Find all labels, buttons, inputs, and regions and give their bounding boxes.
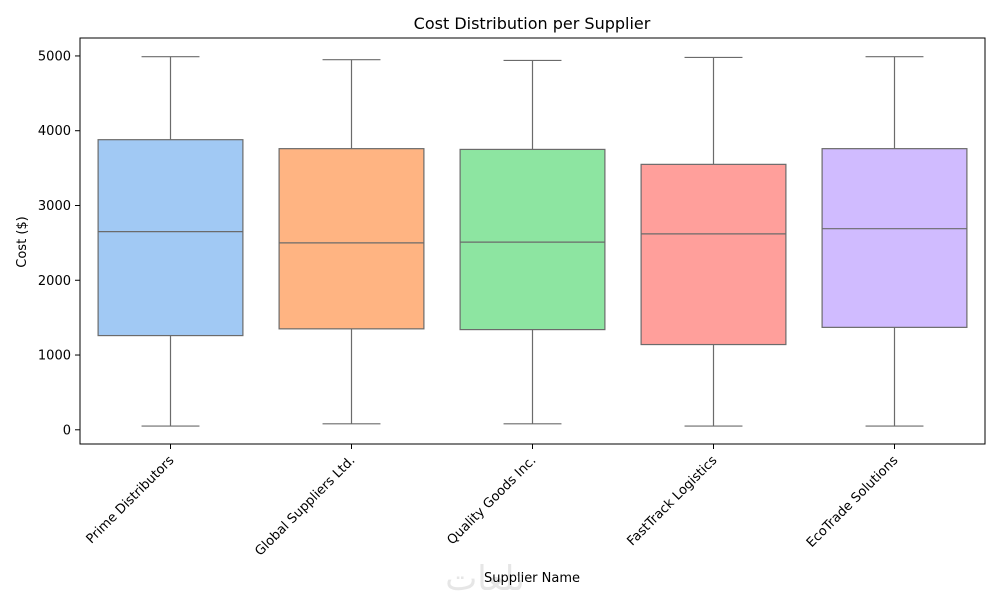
y-axis-label: Cost ($) — [15, 216, 30, 267]
x-axis-label: Supplier Name — [484, 571, 580, 586]
y-tick-label: 5000 — [38, 49, 71, 64]
box-iqr — [278, 148, 425, 330]
y-tick-label: 2000 — [38, 274, 71, 289]
x-tick-label: EcoTrade Solutions — [804, 453, 902, 551]
box-iqr — [640, 163, 787, 346]
x-tick-label: Global Suppliers Ltd. — [252, 453, 358, 559]
y-tick-label: 4000 — [38, 124, 71, 139]
watermark: تلعات — [445, 559, 525, 599]
y-tick-label: 1000 — [38, 349, 71, 364]
y-tick-label: 0 — [63, 423, 71, 438]
box-iqr — [97, 139, 244, 337]
plot-area: 0 1000 2000 3000 4000 5000 Prime Distributors G… — [38, 37, 986, 559]
box-iqr — [459, 148, 606, 331]
x-tick-label: Prime Distributors — [84, 453, 178, 547]
x-tick-label: Quality Goods Inc. — [445, 453, 540, 548]
x-tick-label: FastTrack Logistics — [625, 453, 721, 549]
chart-title: Cost Distribution per Supplier — [414, 14, 651, 33]
box-iqr — [821, 148, 968, 328]
y-tick-label: 3000 — [38, 199, 71, 214]
